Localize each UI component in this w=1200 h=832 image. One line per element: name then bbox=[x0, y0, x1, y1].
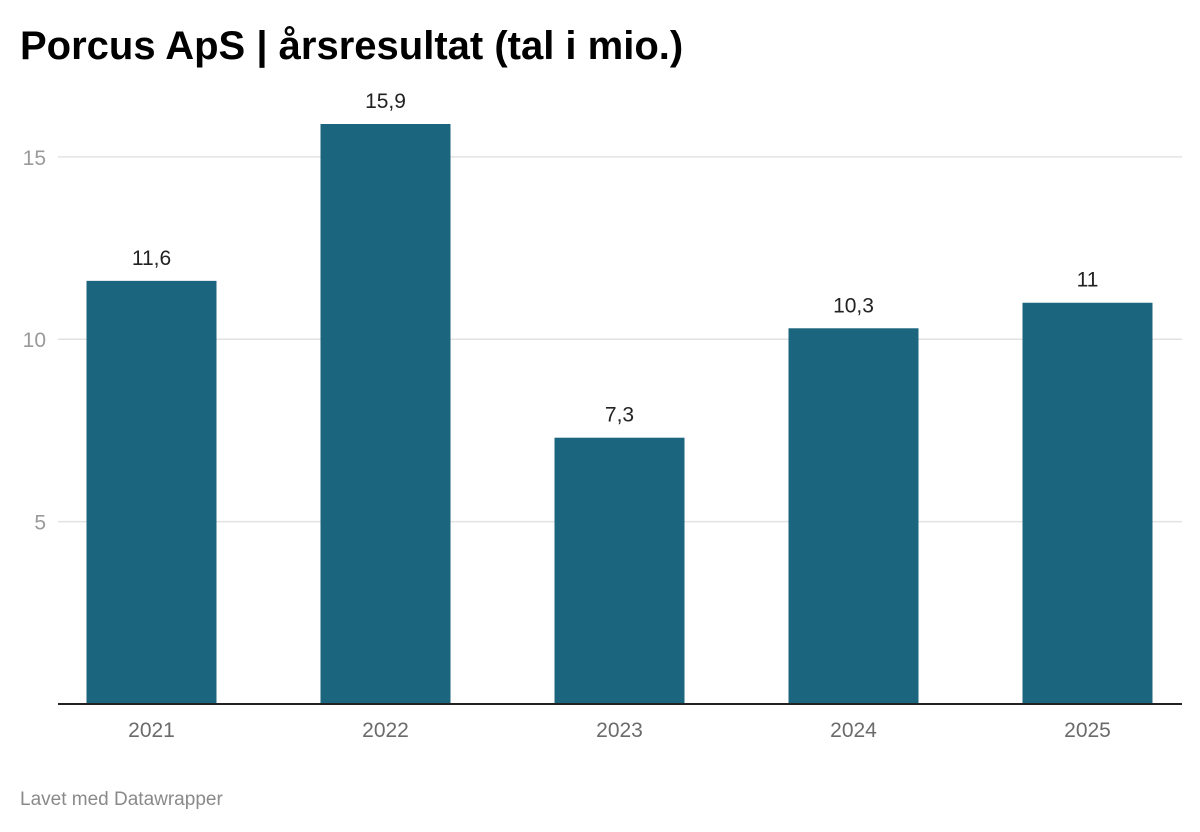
data-label-2024: 10,3 bbox=[833, 294, 874, 317]
x-tick-label: 2025 bbox=[1064, 719, 1111, 742]
data-label-2022: 15,9 bbox=[365, 90, 406, 113]
chart-title: Porcus ApS | årsresultat (tal i mio.) bbox=[20, 24, 684, 68]
footer-credit: Lavet med Datawrapper bbox=[20, 789, 223, 810]
y-tick-label: 15 bbox=[23, 147, 46, 170]
x-tick-label: 2021 bbox=[128, 719, 175, 742]
bar-2021 bbox=[86, 280, 217, 704]
data-label-2021: 11,6 bbox=[132, 247, 171, 270]
data-label-2023: 7,3 bbox=[605, 404, 634, 427]
y-tick-label: 10 bbox=[23, 329, 46, 352]
x-tick-label: 2023 bbox=[596, 719, 643, 742]
bar-2023 bbox=[554, 437, 685, 704]
bars bbox=[86, 124, 1153, 704]
bar-2024 bbox=[788, 328, 919, 704]
data-label-2025: 11 bbox=[1077, 269, 1099, 292]
bar-chart: 5 10 15 11,6 2021 15,9 2022 7,3 2023 10,3 2024 11 20… bbox=[23, 90, 1182, 742]
y-tick-label: 5 bbox=[34, 512, 46, 535]
x-tick-label: 2024 bbox=[830, 719, 877, 742]
labels: 5 10 15 11,6 2021 15,9 2022 7,3 2023 10,3 2024 11 20… bbox=[23, 90, 1182, 742]
bar-2025 bbox=[1022, 302, 1153, 704]
x-tick-label: 2022 bbox=[362, 719, 409, 742]
bar-2022 bbox=[320, 124, 451, 704]
